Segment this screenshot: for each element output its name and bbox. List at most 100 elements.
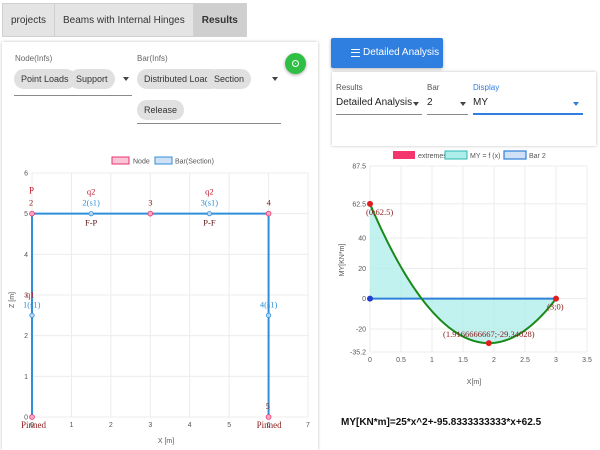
results-underline [336,114,422,115]
chip-distributed-loads[interactable]: Distributed Loads [137,69,222,89]
load-end-label: F-P [85,218,98,228]
y-tick-label: -20 [356,326,366,333]
moment-curve [369,203,557,345]
x-tick-label: 1 [69,422,73,429]
detailed-analysis-button-label: Detailed Analysis [363,47,440,58]
moment-chart: extremes MY = f (x) Bar 2 0 0.5 1 1.5 2 … [339,150,592,386]
extreme-label: (0;62.5) [366,207,393,217]
results-chevron-down-icon[interactable] [413,102,419,106]
x-tick-label: 7 [306,422,310,429]
y-tick-label: 2 [24,333,28,340]
bar-dropdown-chevron-down-icon[interactable] [272,77,278,81]
legend-bar-label: Bar(Section) [175,159,214,166]
node-label: 3 [148,198,152,208]
x-tick-label: 0 [368,357,372,364]
extreme-point [553,295,559,302]
node-dropdown-chevron-down-icon[interactable] [123,77,129,81]
results-select-label: Results [336,83,363,92]
tab-beams-with-internal-hinges[interactable]: Beams with Internal Hinges [54,3,193,37]
legend-bar-label: Bar 2 [529,153,546,160]
target-icon [292,60,299,67]
structure-node [147,210,154,217]
legend-extremes-label: extremes [418,153,447,160]
bar-midpoint [206,211,213,217]
bar-midpoint [29,312,35,318]
moment-x-axis-label: X[m] [467,379,481,386]
x-tick-label: 2.5 [520,357,530,364]
legend-node-swatch [111,156,130,165]
node-label: 2 [29,198,33,208]
chip-support[interactable]: Support [69,69,115,89]
x-tick-label: 2 [109,422,113,429]
structure-node [265,414,272,420]
structure-node [29,210,35,217]
bar-midpoint [88,211,94,217]
results-select[interactable]: Detailed Analysis [336,97,413,108]
structure-node [29,414,35,420]
chip-release[interactable]: Release [137,100,185,120]
bar-select-underline [137,123,281,124]
y-tick-label: 4 [24,252,28,259]
load-label: q2 [87,187,96,197]
moment-area-fill [370,203,556,344]
structure-grid [31,172,309,418]
moment-y-axis-label: MY[KN*m] [339,244,346,277]
bar-chevron-down-icon[interactable] [460,102,466,106]
node-group-label: Node(Infs) [15,54,53,63]
node-label: 5 [266,401,270,411]
bar-label: 1(s1) [23,299,41,309]
x-tick-label: 0 [30,422,34,429]
moment-formula: MY[KN*m]=25*x^2+-95.8333333333*x+62.5 [341,417,542,428]
structure-panel: Node(Infs) Point Loads Support Bar(Infs)… [2,42,318,450]
legend-bar-swatch [503,150,527,160]
x-tick-label: 1 [430,357,434,364]
bar-label: 3(s1) [201,198,219,208]
y-tick-label: 0 [24,415,28,422]
node-select-underline [14,95,132,96]
bar-label: 4(s1) [260,299,278,309]
y-tick-label: 87.5 [352,164,366,171]
bar-start-point [367,295,373,302]
y-tick-label: 3 [24,293,28,300]
list-icon [351,49,360,57]
bar-select[interactable]: 2 [427,97,433,108]
y-tick-label: -35.2 [350,350,366,357]
display-select[interactable]: MY [473,97,488,108]
y-tick-label: 62.5 [352,201,366,208]
extreme-label: (3;0) [547,302,564,312]
bar-group-label: Bar(Infs) [137,54,168,63]
y-tick-label: 40 [358,236,366,243]
x-tick-label: 3 [554,357,558,364]
legend-extremes-swatch [393,151,415,159]
structure-tick-labels: 0 1 2 3 4 5 6 7 0 1 2 3 4 5 6 [24,171,310,430]
support-label: Pinned [257,420,283,430]
display-select-label: Display [473,83,500,92]
support-label: Pinned [21,420,47,430]
y-tick-label: 6 [24,171,28,178]
chip-point-loads[interactable]: Point Loads [14,69,76,89]
tab-projects[interactable]: projects [2,3,55,37]
tab-results[interactable]: Results [192,3,247,37]
extreme-label: (1.9166666667;-29.34028) [443,329,535,339]
structure-node [265,210,272,217]
x-tick-label: 3 [148,422,152,429]
detailed-analysis-button[interactable]: Detailed Analysis [331,38,443,68]
load-label: q2 [205,187,214,197]
chip-section[interactable]: Section [207,69,252,89]
extreme-point [367,200,373,207]
y-tick-label: 0 [362,296,366,303]
x-tick-label: 6 [267,422,271,429]
target-button[interactable] [285,53,306,74]
y-tick-label: 1 [24,374,28,381]
display-underline [473,113,583,115]
y-tick-label: 5 [24,211,28,218]
x-tick-label: 4 [188,422,192,429]
top-tabs: projects Beams with Internal Hinges Resu… [2,3,247,37]
results-selectors: Results Detailed Analysis Bar 2 Display … [332,72,596,146]
legend-bar-swatch [154,156,173,165]
y-axis-label: Z [m] [9,292,16,308]
display-chevron-down-icon[interactable] [573,102,579,106]
load-label: q1 [26,289,35,299]
bar-select-label: Bar [427,83,440,92]
extreme-points [367,200,559,347]
